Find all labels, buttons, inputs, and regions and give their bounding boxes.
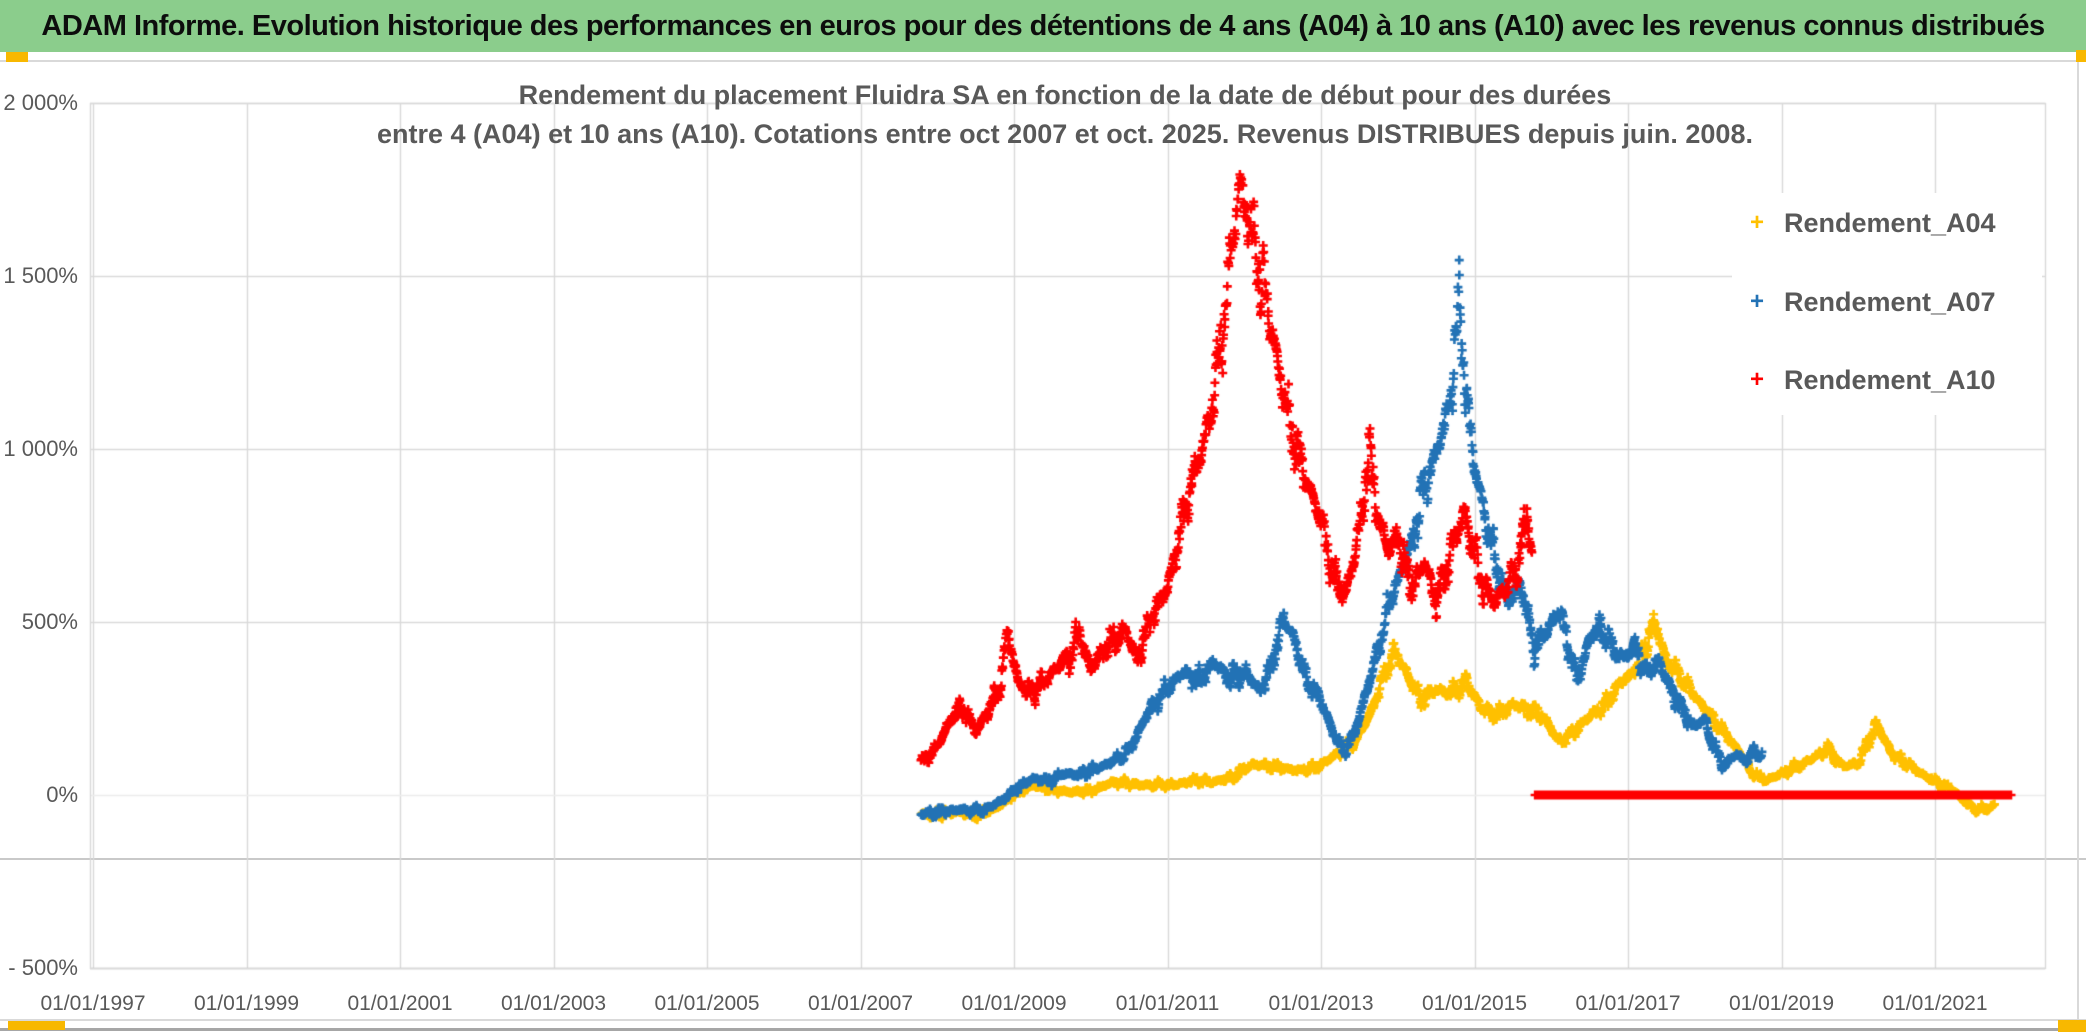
chart-title-line2: entre 4 (A04) et 10 ans (A10). Cotations… [377, 119, 1753, 149]
orange-fill-mark-bottom-left [8, 1021, 65, 1030]
legend-item-rendement_a10: + Rendement_A10 [1750, 363, 1996, 397]
x-tick-label: 01/01/2009 [961, 992, 1067, 1015]
x-tick-label: 01/01/2019 [1728, 992, 1835, 1015]
y-tick-label: 2 000% [3, 90, 78, 115]
x-tick-label: 01/01/2015 [1421, 992, 1528, 1015]
legend-plus-marker-icon: + [1750, 288, 1765, 315]
x-tick-label: 01/01/2013 [1268, 992, 1374, 1015]
x-tick-label: 01/01/2001 [347, 992, 453, 1015]
x-tick-label: 01/01/2003 [500, 992, 607, 1015]
x-tick-label: 01/01/1999 [193, 992, 300, 1015]
y-tick-label: 1 000% [3, 436, 78, 461]
x-tick-label: 01/01/1997 [40, 992, 146, 1015]
x-tick-label: 01/01/2011 [1115, 992, 1220, 1015]
legend-item-label: Rendement_A07 [1784, 286, 1996, 317]
legend-plus-marker-icon: + [1750, 209, 1765, 236]
x-tick-label: 01/01/2021 [1882, 992, 1988, 1015]
x-tick-label: 01/01/2007 [807, 992, 914, 1015]
chart-legend: + Rendement_A04 + Rendement_A07 + Rendement_A… [1732, 193, 2042, 415]
legend-plus-marker-icon: + [1750, 366, 1765, 393]
chart-title-line1: Rendement du placement Fluidra SA en fon… [518, 80, 1612, 110]
legend-item-label: Rendement_A04 [1784, 207, 1996, 238]
legend-item-label: Rendement_A10 [1784, 364, 1996, 395]
x-tick-label: 01/01/2017 [1575, 992, 1681, 1015]
bottom-edge-line [0, 1028, 2086, 1031]
y-tick-label: 0% [46, 782, 78, 807]
orange-fill-mark-bottom-right [2058, 1020, 2086, 1032]
y-tick-label: 500% [21, 609, 78, 634]
y-tick-label: 1 500% [3, 263, 78, 288]
y-tick-label: - 500% [8, 955, 78, 980]
legend-item-rendement_a07: + Rendement_A07 [1750, 285, 1996, 319]
legend-item-rendement_a04: + Rendement_A04 [1750, 206, 1996, 240]
worksheet-row-divider-bottom [0, 1019, 2086, 1021]
x-tick-label: 01/01/2005 [654, 992, 760, 1015]
